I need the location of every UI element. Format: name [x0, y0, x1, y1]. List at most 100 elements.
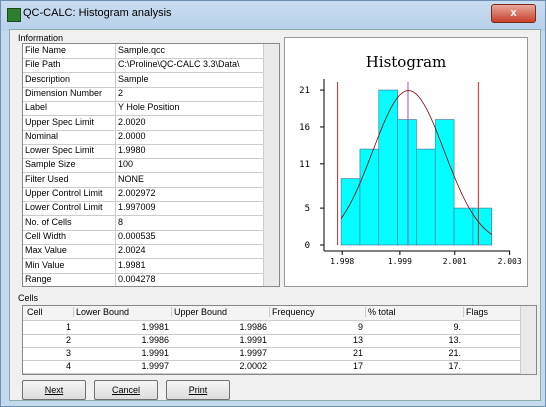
separator — [115, 172, 116, 187]
separator — [115, 244, 116, 259]
property-row: Description Sample — [23, 72, 263, 88]
table-cell: 1.9991 — [141, 348, 169, 358]
separator — [115, 229, 116, 244]
property-row: Upper Spec Limit 2.0020 — [23, 115, 263, 131]
separator — [115, 86, 116, 101]
x-tick-label: 1.998 — [330, 257, 354, 266]
table-cell: 13 — [352, 335, 363, 345]
table-cell: 21. — [448, 348, 461, 358]
scrollbar[interactable] — [263, 44, 279, 286]
column-header: Cell — [27, 307, 43, 317]
window-title: QC-CALC: Histogram analysis — [23, 7, 172, 19]
scrollbar[interactable] — [520, 306, 536, 374]
separator — [115, 187, 116, 201]
close-button[interactable]: x — [491, 4, 536, 23]
bar — [453, 207, 474, 246]
property-row: No. of Cells 8 — [23, 215, 263, 231]
table-row: 3 1.9991 1.9997 21 21. — [23, 347, 520, 361]
property-value: 2 — [118, 87, 124, 98]
property-name: File Path — [25, 59, 61, 70]
property-name: Lower Control Limit — [25, 202, 103, 213]
table-cell: 1.9981 — [141, 322, 169, 332]
bar — [416, 148, 436, 246]
info-label: Information — [18, 33, 64, 43]
property-row: Max Value 2.0024 — [23, 244, 263, 260]
property-name: Upper Control Limit — [25, 188, 103, 198]
normal-curve — [340, 90, 492, 235]
client-area: Information File Name Sample.qcc File Path… — [9, 29, 541, 401]
x-tick-label: 1.999 — [388, 257, 412, 266]
property-row: File Path C:\Proline\QC-CALC 3.3\Data\ — [23, 58, 263, 74]
bar — [340, 178, 361, 246]
property-value: 2.0020 — [118, 116, 146, 127]
table-cell: 1.9986 — [239, 322, 267, 332]
property-row: Lower Spec Limit 1.9980 — [23, 144, 263, 160]
button[interactable]: Print — [166, 380, 230, 400]
property-value: Sample.qcc — [118, 45, 166, 55]
bar — [359, 148, 380, 246]
table-cell: 3 — [65, 348, 71, 358]
property-value: 1.997009 — [118, 202, 156, 213]
separator — [115, 215, 116, 230]
table-cell: 1.9991 — [239, 335, 267, 345]
table-cell: 9 — [357, 322, 363, 332]
separator — [115, 129, 116, 144]
bar — [434, 119, 455, 246]
table-row: 1 1.9981 1.9986 9 9. — [23, 321, 520, 335]
table-row: 2 1.9986 1.9991 13 13. — [23, 334, 520, 348]
property-value: Sample — [118, 73, 149, 84]
property-value: 2.0000 — [118, 130, 146, 141]
y-tick-label: 5 — [305, 204, 310, 214]
x-tick-label: 2.003 — [498, 257, 522, 266]
property-value: 0.000535 — [118, 230, 156, 241]
property-value: 1.9980 — [118, 145, 146, 156]
column-header: Lower Bound — [73, 307, 129, 317]
table-cell: 1.9997 — [239, 348, 267, 358]
column-header: Upper Bound — [171, 307, 227, 317]
property-value: NONE — [118, 173, 145, 184]
property-name: Label — [25, 102, 48, 113]
column-header: Flags — [463, 307, 488, 317]
table-cell: 2 — [65, 335, 71, 345]
separator — [115, 201, 116, 216]
property-name: Cell Width — [25, 230, 67, 241]
separator — [115, 115, 116, 130]
separator — [115, 144, 116, 159]
table-cell: 9. — [453, 322, 461, 332]
table-row: 4 1.9997 2.0002 17 17. — [23, 360, 520, 374]
property-grid: File Name Sample.qcc File Path C:\Proline\Q… — [22, 43, 280, 287]
property-name: Range — [25, 273, 52, 284]
table-cell: 1.9986 — [141, 335, 169, 345]
separator — [115, 272, 116, 286]
table-cell: 13. — [448, 335, 461, 345]
separator — [115, 258, 116, 273]
property-value: 2.002972 — [118, 188, 156, 198]
property-row: Dimension Number 2 — [23, 86, 263, 102]
table-cell: 1.9997 — [141, 361, 169, 371]
chart-panel: Histogram 0 5 11 16 21 1.998 1.999 2.001 2.003 — [284, 37, 528, 287]
property-value: Y Hole Position — [118, 102, 180, 113]
separator — [115, 58, 116, 73]
property-row: Label Y Hole Position — [23, 101, 263, 117]
property-value: 8 — [118, 216, 124, 227]
property-row: Range 0.004278 — [23, 272, 263, 286]
separator — [115, 44, 116, 58]
property-name: Max Value — [25, 245, 67, 256]
property-value: 100 — [118, 159, 134, 170]
separator — [115, 158, 116, 173]
table-header: Cell Lower Bound Upper Bound Frequency % tot… — [23, 306, 520, 321]
chart-title: Histogram — [366, 53, 447, 71]
table-cell: 21 — [352, 348, 363, 358]
table-cell: 17 — [352, 361, 363, 371]
property-row: Min Value 1.9981 — [23, 258, 263, 274]
table-cell: 2.0002 — [239, 361, 267, 371]
property-name: File Name — [25, 45, 67, 55]
property-row: Lower Control Limit 1.997009 — [23, 201, 263, 217]
bar — [397, 119, 417, 246]
property-row: Cell Width 0.000535 — [23, 229, 263, 245]
property-name: Min Value — [25, 259, 65, 270]
button[interactable]: Cancel — [94, 380, 158, 400]
property-name: Description — [25, 73, 71, 84]
button[interactable]: Next — [22, 380, 86, 400]
